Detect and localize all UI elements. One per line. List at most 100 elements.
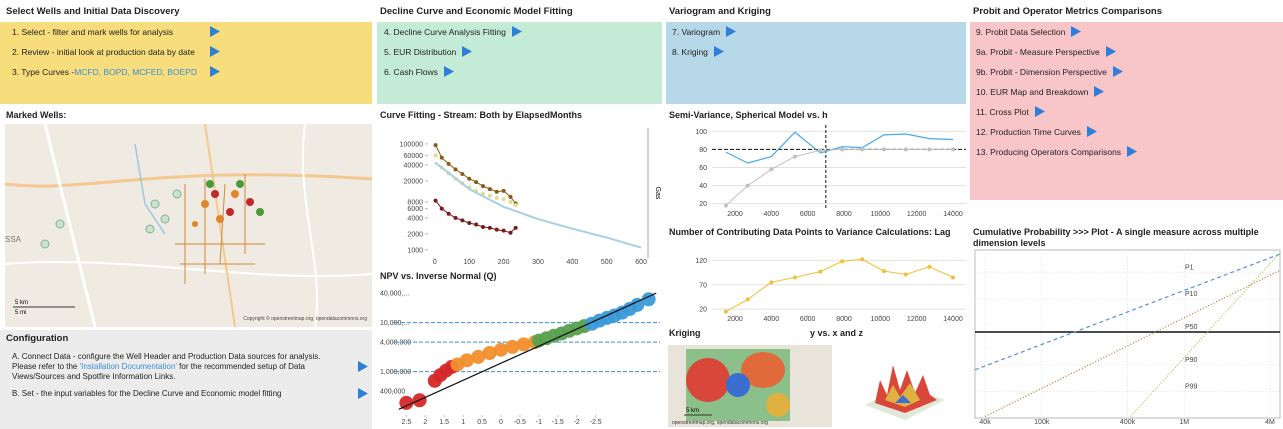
play-button[interactable] [442,65,455,78]
play-icon[interactable] [714,46,724,57]
link[interactable]: 'Installation Documentation' [79,362,177,371]
data-point [508,194,513,199]
data-point [516,337,531,352]
play-button[interactable] [208,45,221,58]
play-button[interactable] [510,25,523,38]
data-point [745,297,750,302]
play-button[interactable] [1104,45,1117,58]
nav-text: 2. Review - initial look at production d… [12,47,195,57]
data-point [881,269,886,274]
data-point [927,264,932,269]
panel [0,22,372,104]
nav-item: 8. Kriging [672,47,708,57]
play-icon[interactable] [1106,46,1116,57]
y-tick-label: 40 [699,183,707,190]
x-tick-label: 14000 [943,316,963,323]
map-scale: 5 km [15,300,28,306]
play-button[interactable] [724,25,737,38]
play-icon[interactable] [512,26,522,37]
nav-text: 7. Variogram [672,27,721,37]
play-icon[interactable] [210,66,220,77]
nav-item: 9b. Probit - Dimension Perspective [976,67,1107,77]
play-icon[interactable] [1035,106,1045,117]
play-icon[interactable] [210,46,220,57]
play-button[interactable] [208,65,221,78]
play-button[interactable] [356,360,369,373]
play-icon[interactable] [444,66,454,77]
data-point [792,275,797,280]
map-title: Marked Wells: [6,110,67,120]
play-button[interactable] [1033,105,1046,118]
play-button[interactable] [1111,65,1124,78]
play-button[interactable] [1125,145,1138,158]
data-point [769,280,774,285]
nav-text: 12. Production Time Curves [976,127,1081,137]
nav-text: 4. Decline Curve Analysis Fitting [384,27,506,37]
nav-item: 10. EUR Map and Breakdown [976,87,1088,97]
data-point [471,349,486,364]
x-tick-label: 400k [1120,419,1136,426]
play-button[interactable] [1092,85,1105,98]
x-tick-label: 100 [463,259,475,266]
data-point [723,203,728,208]
play-button[interactable] [356,387,369,400]
data-point [881,147,886,152]
y-tick-label: 8000 [407,199,423,206]
map-scale: 5 km [686,408,699,414]
data-point [769,167,774,172]
x-tick-label: 10000 [871,211,891,218]
x-tick-label: 2000 [727,211,743,218]
chart-title: NPV vs. Inverse Normal (Q) [380,271,497,281]
data-point [433,153,438,158]
play-icon[interactable] [210,26,220,37]
nav-item: 6. Cash Flows [384,67,438,77]
config-panel: Configuration A. Connect Data - configur… [0,330,372,429]
y2-axis-label: Gas [654,187,661,200]
data-point [818,269,823,274]
data-point [474,180,479,185]
data-point [951,147,956,152]
play-icon[interactable] [726,26,736,37]
data-point [482,345,497,360]
x-tick-label: 2.5 [401,419,411,426]
y-tick-label: 6000 [407,206,423,213]
play-icon[interactable] [1071,26,1081,37]
series-line [725,131,954,164]
play-button[interactable] [712,45,725,58]
play-icon[interactable] [1087,126,1097,137]
chart-title: Curve Fitting - Stream: Both by ElapsedM… [380,110,583,120]
nav-link[interactable]: MCFD, BOPD, MCFED, BOEPD [74,67,197,77]
data-point [467,221,472,226]
nav-item: 11. Cross Plot [976,107,1029,117]
series-line [984,269,1281,417]
play-icon[interactable] [462,46,472,57]
chart-title: y vs. x and z [810,328,864,338]
y-tick-label: 70 [699,282,707,289]
data-point [494,227,499,232]
y-tick-label: 400,000 [380,389,405,396]
play-button[interactable] [1085,125,1098,138]
data-point [501,228,506,233]
x-tick-label: 600 [635,259,647,266]
map-attribution: openstreetmap.org, opendatacommons.org [672,420,768,426]
data-point [494,189,499,194]
series-line [398,292,657,410]
y-tick-label: P10 [1185,291,1198,298]
data-point [501,188,506,193]
x-tick-label: 500 [601,259,613,266]
play-button[interactable] [460,45,473,58]
x-tick-label: -2 [574,419,580,426]
x-tick-label: 10000 [871,316,891,323]
y-tick-label: P1 [1185,264,1194,271]
play-button[interactable] [208,25,221,38]
x-tick-label: 6000 [800,316,816,323]
data-point [433,198,438,203]
play-icon[interactable] [1113,66,1123,77]
play-icon[interactable] [1127,146,1137,157]
nav-item: 13. Producing Operators Comparisons [976,147,1121,157]
nav-item: 12. Production Time Curves [976,127,1081,137]
text: for the recommended setup of Data Views/… [12,362,306,381]
play-button[interactable] [1069,25,1082,38]
play-icon[interactable] [1094,86,1104,97]
